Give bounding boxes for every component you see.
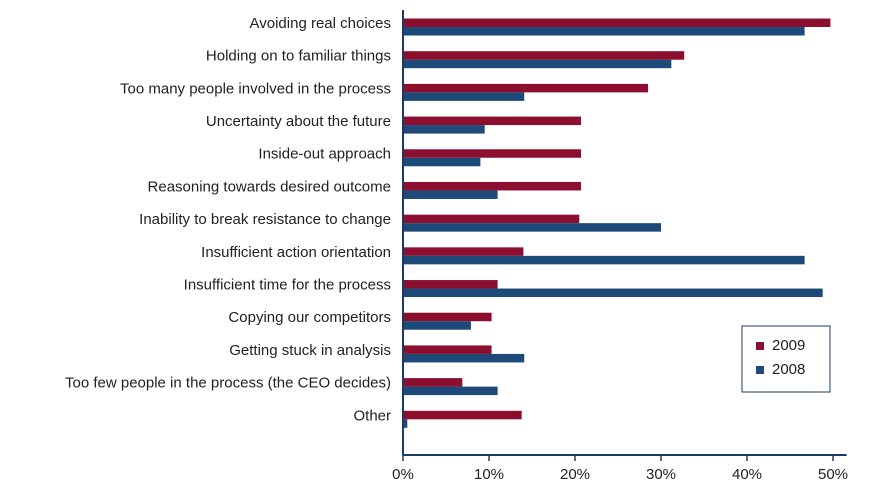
bar: [403, 190, 498, 199]
y-tick-label: Getting stuck in analysis: [229, 342, 391, 359]
y-tick-label: Avoiding real choices: [250, 15, 391, 32]
y-tick-label: Copying our competitors: [228, 309, 391, 326]
y-tick-label: Inability to break resistance to change: [139, 211, 391, 228]
bar: [403, 92, 525, 101]
bar: [403, 419, 408, 428]
bar: [403, 116, 582, 126]
bar: [403, 410, 522, 420]
legend-swatch: [756, 366, 764, 374]
y-tick-label: Too many people involved in the process: [120, 80, 391, 97]
x-tick-label: 50%: [818, 466, 848, 483]
x-tick-label: 20%: [560, 466, 590, 483]
bar: [403, 321, 471, 330]
bar: [403, 255, 805, 265]
bar: [403, 247, 524, 256]
bar: [403, 214, 580, 224]
bar: [403, 181, 582, 191]
bar: [403, 125, 485, 134]
bar: [403, 345, 492, 354]
x-tick-label: 40%: [732, 466, 762, 483]
bar: [403, 59, 672, 69]
bar: [403, 378, 463, 387]
y-tick-label: Insufficient time for the process: [184, 277, 391, 294]
y-tick-label: Insufficient action orientation: [201, 244, 391, 261]
y-tick-label: Too few people in the process (the CEO d…: [65, 375, 391, 392]
y-tick-label: Inside-out approach: [258, 146, 391, 163]
bar: [403, 386, 498, 396]
bar: [403, 18, 831, 27]
legend-swatch: [756, 342, 764, 350]
y-tick-label: Holding on to familiar things: [206, 48, 391, 65]
bar: [403, 149, 582, 158]
y-tick-label: Other: [353, 407, 391, 424]
legend-label: 2009: [772, 337, 805, 354]
bar: [403, 51, 685, 60]
x-tick-label: 0%: [392, 466, 414, 483]
bar: [403, 223, 661, 232]
x-tick-label: 30%: [646, 466, 676, 483]
bar: [403, 157, 481, 167]
x-tick-label: 10%: [474, 466, 504, 483]
bar: [403, 280, 498, 289]
legend-label: 2008: [772, 361, 805, 378]
bar: [403, 288, 823, 298]
bar: [403, 83, 649, 93]
y-tick-label: Uncertainty about the future: [206, 113, 391, 130]
bar: [403, 353, 525, 363]
bar: [403, 27, 805, 36]
y-tick-label: Reasoning towards desired outcome: [148, 178, 391, 195]
bar: [403, 312, 492, 322]
legend-box: [741, 325, 831, 393]
